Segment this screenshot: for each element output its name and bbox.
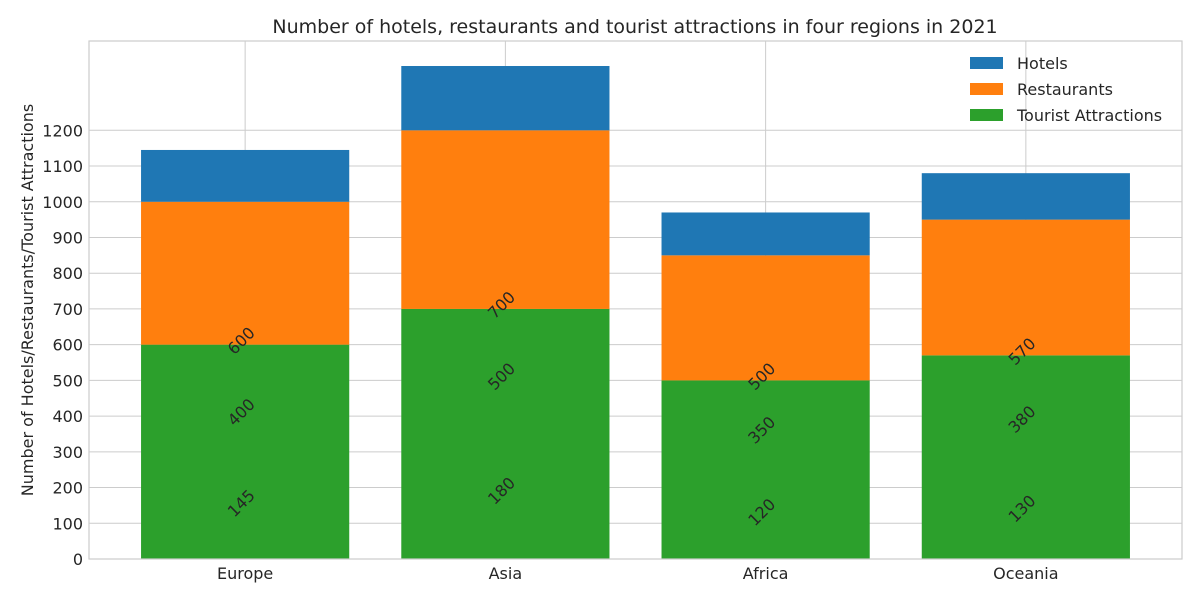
y-tick-label: 800 — [52, 264, 83, 283]
bar-tourist-attractions-europe — [141, 344, 350, 559]
x-tick-label: Africa — [743, 564, 789, 583]
bar-hotels-europe — [141, 149, 350, 202]
bar-restaurants-europe — [141, 201, 350, 345]
plot-frame — [88, 40, 1183, 560]
y-tick-label: 600 — [52, 336, 83, 355]
y-tick-label: 200 — [52, 479, 83, 498]
y-tick-label: 700 — [52, 300, 83, 319]
x-tick-label: Oceania — [993, 564, 1058, 583]
legend-label: Restaurants — [1017, 80, 1113, 99]
bar-hotels-oceania — [921, 173, 1130, 220]
bar-hotels-africa — [661, 212, 870, 256]
bar-restaurants-oceania — [921, 219, 1130, 356]
bar-tourist-attractions-africa — [661, 380, 870, 559]
bar-restaurants-africa — [661, 255, 870, 381]
legend-swatch — [970, 109, 1003, 121]
y-tick-label: 900 — [52, 228, 83, 247]
legend: Hotels Restaurants Tourist Attractions — [970, 54, 1162, 125]
y-tick-label: 0 — [73, 550, 83, 569]
y-tick-label: 1100 — [42, 157, 83, 176]
legend-label: Tourist Attractions — [1016, 106, 1162, 125]
y-axis-label: Number of Hotels/Restaurants/Tourist Att… — [18, 104, 37, 496]
y-tick-label: 1000 — [42, 193, 83, 212]
legend-label: Hotels — [1017, 54, 1068, 73]
y-tick-label: 300 — [52, 443, 83, 462]
bar-tourist-attractions-asia — [401, 308, 610, 559]
x-tick-label: Europe — [217, 564, 273, 583]
y-tick-label: 1200 — [42, 121, 83, 140]
bar-restaurants-asia — [401, 130, 610, 309]
legend-swatch — [970, 57, 1003, 69]
chart-title: Number of hotels, restaurants and touris… — [272, 16, 997, 38]
bar-hotels-asia — [401, 66, 610, 131]
bar-tourist-attractions-oceania — [921, 355, 1130, 559]
y-tick-label: 400 — [52, 407, 83, 426]
legend-swatch — [970, 83, 1003, 95]
y-tick-label: 500 — [52, 371, 83, 390]
axes-layer: 0 100 200 300 400 500 600 700 800 900 1000 1100 1200… — [42, 40, 1183, 583]
bars-layer — [141, 66, 1130, 559]
y-tick-label: 100 — [52, 514, 83, 533]
x-tick-label: Asia — [489, 564, 523, 583]
